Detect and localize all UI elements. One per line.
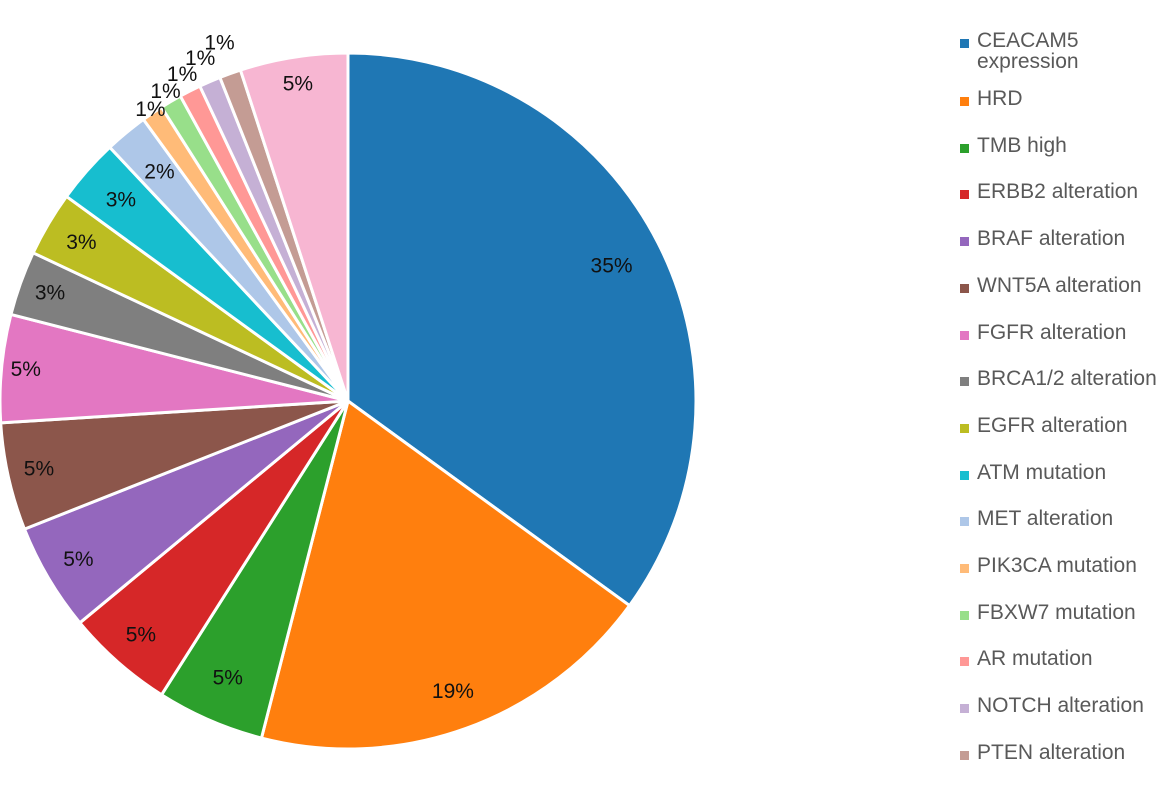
legend-item: WNT5A alteration: [960, 275, 1170, 315]
legend-label: PIK3CA mutation: [977, 554, 1137, 577]
legend-label: PTEN alteration: [977, 740, 1126, 764]
legend-swatch: [960, 517, 969, 527]
pie-data-label: 1%: [150, 80, 180, 103]
legend-item: EGFR alteration: [960, 415, 1170, 455]
legend-swatch: [960, 750, 969, 760]
pie-data-label: 3%: [66, 231, 96, 254]
legend-label: WNT5A alteration: [977, 273, 1142, 297]
legend-swatch: [960, 190, 969, 200]
legend-swatch: [960, 377, 969, 387]
legend-label: HRD: [977, 87, 1023, 110]
legend-swatch: [960, 704, 969, 714]
legend-swatch: [960, 39, 969, 48]
legend-item: NOTCH alteration: [960, 695, 1170, 735]
pie-data-label: 19%: [432, 680, 474, 703]
legend-swatch: [960, 423, 969, 433]
legend-swatch: [960, 283, 969, 293]
legend-label: NOTCH alteration: [977, 694, 1144, 718]
pie-data-label: 5%: [63, 548, 93, 571]
legend-label: ATM mutation: [977, 460, 1107, 484]
pie-slice-1: [346, 51, 698, 608]
pie-data-label: 5%: [11, 358, 41, 381]
pie-slice-17: [238, 51, 350, 403]
legend-swatch: [960, 564, 969, 573]
legend-item: HRD: [960, 88, 1170, 128]
pie-data-label: 1%: [135, 98, 165, 121]
legend-label: EGFR alteration: [977, 413, 1128, 437]
legend-label: MET alteration: [977, 507, 1114, 531]
pie-data-label: 3%: [106, 188, 136, 211]
legend-swatch: [960, 97, 969, 106]
legend-swatch: [960, 657, 969, 667]
legend-item: ERBB2 alteration: [960, 181, 1170, 221]
legend-item: ATM mutation: [960, 462, 1170, 502]
pie-data-label: 5%: [213, 666, 243, 689]
legend-item: PTEN alteration: [960, 742, 1170, 782]
pie-data-label: 1%: [167, 63, 197, 86]
legend-item: AR mutation: [960, 648, 1170, 688]
legend-label: BRAF alteration: [977, 227, 1126, 251]
legend-label: TMB high: [977, 133, 1067, 157]
legend-label: FBXW7 mutation: [977, 600, 1136, 624]
pie-data-label: 1%: [204, 32, 234, 55]
pie-data-label: 2%: [144, 161, 174, 184]
pie-data-label: 5%: [126, 623, 156, 646]
legend-swatch: [960, 610, 969, 620]
legend-swatch: [960, 237, 969, 247]
legend-item: FBXW7 mutation: [960, 602, 1170, 642]
legend-item: BRCA1/2 alteration: [960, 368, 1170, 408]
legend-item: MET alteration: [960, 508, 1170, 548]
legend-label: BRCA1/2 alteration: [977, 367, 1157, 391]
legend-item: CEACAM5 expression: [960, 29, 1170, 73]
legend-label: FGFR alteration: [977, 320, 1127, 344]
legend-label: ERBB2 alteration: [977, 180, 1139, 204]
legend-item: TMB high: [960, 135, 1170, 175]
pie-slices: [0, 51, 698, 751]
pie-data-labels: 35%19%5%5%5%5%5%3%3%3%2%1%1%1%1%1%5%: [11, 32, 633, 703]
legend-swatch: [960, 470, 969, 480]
pie-slice-2: [259, 399, 632, 751]
legend-label: AR mutation: [977, 647, 1093, 671]
legend-item: FGFR alteration: [960, 322, 1170, 362]
pie-data-label: 5%: [283, 72, 313, 95]
legend-label: CEACAM5 expression: [977, 29, 1079, 73]
legend-item: PIK3CA mutation: [960, 555, 1170, 595]
pie-data-label: 5%: [24, 458, 54, 481]
pie-data-label: 3%: [35, 281, 65, 304]
pie-data-label: 1%: [185, 47, 215, 70]
legend-swatch: [960, 330, 969, 340]
pie-data-label: 35%: [591, 254, 633, 277]
legend-item: BRAF alteration: [960, 228, 1170, 268]
legend-swatch: [960, 143, 969, 153]
